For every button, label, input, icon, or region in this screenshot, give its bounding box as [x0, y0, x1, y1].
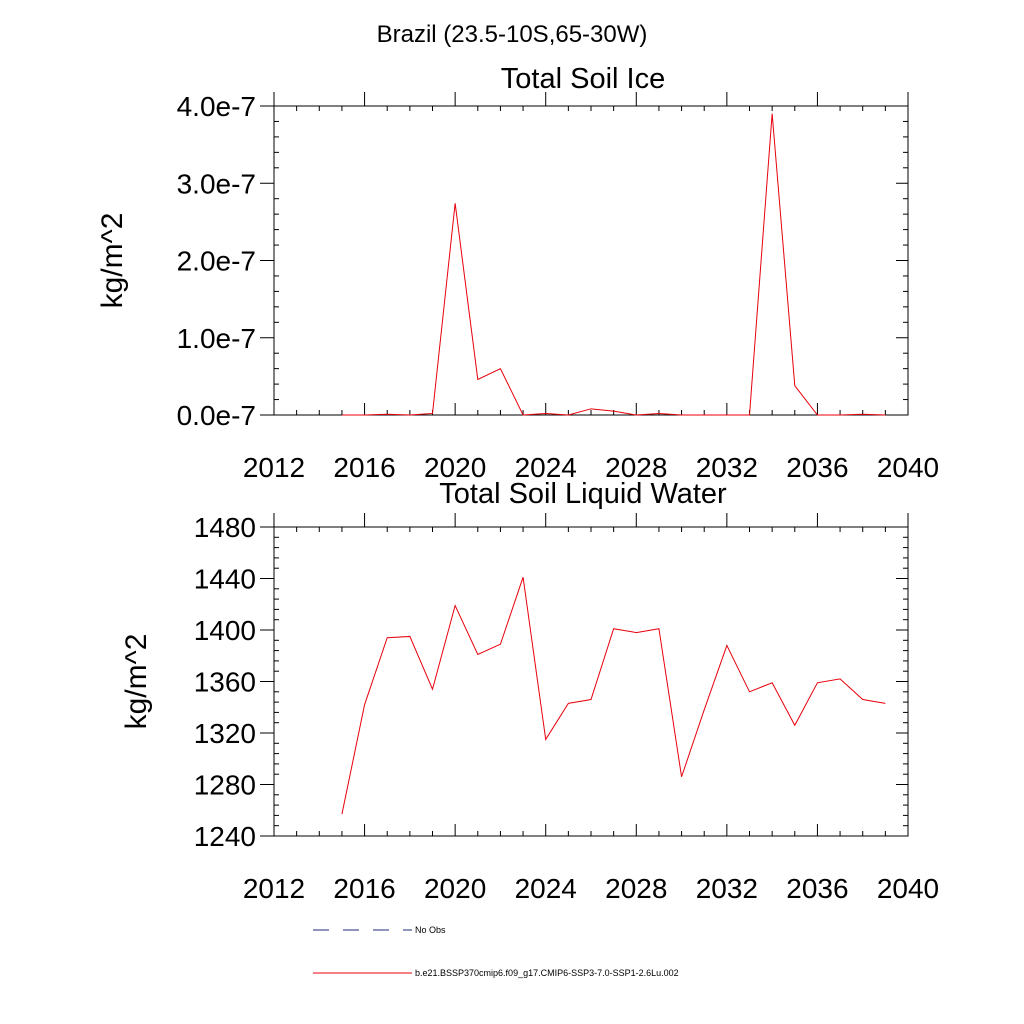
panel-total-soil-ice: Total Soil Ice 2012 2016 2020 2024 2028 2032 20… [96, 63, 939, 483]
x-tick-label: 2028 [605, 873, 667, 904]
plot-frame [273, 526, 909, 837]
x-tick-label: 2016 [333, 452, 395, 483]
x-tick-label: 2028 [605, 452, 667, 483]
y-tick-label: 1240 [194, 821, 256, 852]
y-tick-label: 2.0e-7 [177, 246, 256, 277]
figure-suptitle: Brazil (23.5-10S,65-30W) [377, 21, 648, 48]
series-line [341, 113, 886, 416]
x-tick-label: 2040 [877, 452, 939, 483]
x-tick-label: 2040 [877, 873, 939, 904]
y-tick-label: 1320 [194, 718, 256, 749]
legend-label: No Obs [415, 925, 446, 935]
y-axis-label: kg/m^2 [96, 213, 129, 309]
x-tick-label: 2020 [424, 873, 486, 904]
x-tick-label: 2020 [424, 452, 486, 483]
y-axis-label: kg/m^2 [120, 634, 153, 730]
y-tick-label: 1360 [194, 667, 256, 698]
plot-frame [273, 105, 909, 416]
x-tick-label: 2016 [333, 873, 395, 904]
y-tick-label: 1400 [194, 615, 256, 646]
x-tick-label: 2012 [243, 452, 305, 483]
chart-title: Total Soil Liquid Water [439, 478, 727, 510]
legend-label: b.e21.BSSP370cmip6.f09_g17.CMIP6-SSP3-7.… [415, 968, 679, 978]
x-tick-label: 2036 [786, 452, 848, 483]
y-tick-label: 3.0e-7 [177, 168, 256, 199]
legend: No Obs b.e21.BSSP370cmip6.f09_g17.CMIP6-S… [313, 925, 679, 978]
x-tick-label: 2032 [696, 452, 758, 483]
x-tick-label: 2036 [786, 873, 848, 904]
y-tick-label: 0.0e-7 [177, 400, 256, 431]
y-tick-label: 1280 [194, 770, 256, 801]
x-tick-label: 2012 [243, 873, 305, 904]
x-tick-label: 2024 [515, 873, 577, 904]
y-tick-label: 1480 [194, 512, 256, 543]
panel-total-soil-liquid-water: Total Soil Liquid Water 2012 2016 2020 2024 2… [120, 478, 939, 904]
x-tick-label: 2024 [515, 452, 577, 483]
x-tick-label: 2032 [696, 873, 758, 904]
y-tick-label: 1440 [194, 564, 256, 595]
y-tick-label: 4.0e-7 [177, 91, 256, 122]
chart-title: Total Soil Ice [501, 63, 665, 95]
series-line [341, 577, 886, 815]
y-tick-label: 1.0e-7 [177, 323, 256, 354]
